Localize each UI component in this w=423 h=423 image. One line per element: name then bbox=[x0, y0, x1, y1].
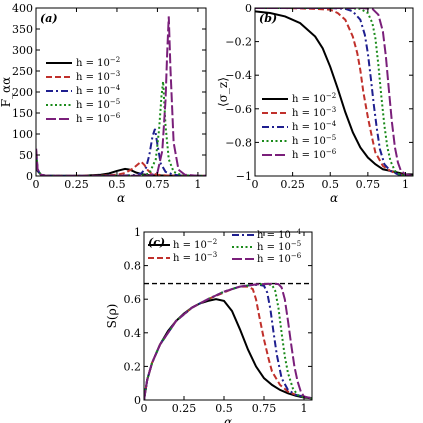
legend-label: h = 10−5 bbox=[257, 240, 301, 253]
legend-label: h = 10−5 bbox=[292, 134, 336, 147]
y-tick-label: 0.8 bbox=[124, 260, 142, 273]
panel-label: (c) bbox=[148, 236, 165, 249]
y-axis-label: S(ρ) bbox=[105, 304, 119, 329]
series-line-h6 bbox=[36, 16, 206, 176]
x-tick-label: 0.5 bbox=[108, 178, 126, 191]
y-tick-label: 0 bbox=[245, 2, 252, 15]
series-line-h4 bbox=[144, 283, 312, 400]
legend-label: h = 10−2 bbox=[173, 238, 217, 251]
series-line-h3 bbox=[36, 154, 206, 176]
legend-label: h = 10−3 bbox=[292, 106, 336, 119]
y-tick-label: 0.2 bbox=[124, 360, 142, 373]
x-tick-label: 1 bbox=[402, 178, 409, 191]
y-tick-label: −0.8 bbox=[225, 136, 252, 149]
legend-label: h = 10−4 bbox=[257, 228, 302, 241]
y-tick-label: 0 bbox=[134, 394, 141, 407]
panel-label: (a) bbox=[40, 12, 58, 25]
y-axis-label: ⟨σ_z⟩ bbox=[216, 77, 230, 107]
x-tick-label: 0.75 bbox=[356, 178, 381, 191]
y-tick-label: 250 bbox=[12, 65, 33, 78]
y-tick-label: 300 bbox=[12, 44, 33, 57]
y-tick-label: −0.2 bbox=[225, 36, 252, 49]
x-axis-label: α bbox=[117, 191, 125, 205]
x-tick-label: 1 bbox=[301, 402, 308, 415]
legend-label: h = 10−6 bbox=[292, 148, 337, 161]
axes-frame bbox=[254, 7, 414, 177]
x-tick-label: 0.75 bbox=[145, 178, 170, 191]
y-tick-label: 0.6 bbox=[124, 293, 142, 306]
legend-label: h = 10−6 bbox=[257, 252, 302, 265]
panel-a: 0 0.25 0.5 0.75 1 0 50 100 150 200 250 300 350 400 α F_… bbox=[0, 2, 207, 205]
y-tick-label: 0 bbox=[26, 170, 33, 183]
x-axis-label: α bbox=[224, 415, 232, 423]
legend-label: h = 10−2 bbox=[76, 56, 120, 69]
y-tick-label: 400 bbox=[12, 2, 33, 15]
x-tick-label: 0.25 bbox=[64, 178, 89, 191]
x-tick-label: 0.5 bbox=[321, 178, 339, 191]
legend-label: h = 10−5 bbox=[76, 98, 120, 111]
legend-label: h = 10−4 bbox=[76, 84, 121, 97]
y-tick-label: −0.4 bbox=[225, 69, 252, 82]
legend-label: h = 10−6 bbox=[76, 112, 121, 125]
x-axis-label: α bbox=[330, 191, 338, 205]
x-tick-label: 0.25 bbox=[280, 178, 305, 191]
x-tick-label: 0 bbox=[33, 178, 40, 191]
x-tick-label: 0 bbox=[252, 178, 259, 191]
legend-label: h = 10−4 bbox=[292, 120, 337, 133]
y-tick-label: 350 bbox=[12, 23, 33, 36]
series-line-h5 bbox=[36, 81, 206, 176]
y-tick-label: 50 bbox=[19, 149, 33, 162]
x-tick-label: 1 bbox=[194, 178, 201, 191]
panel-label: (b) bbox=[259, 12, 277, 25]
panel-c: 0 0.25 0.5 0.75 1 0 0.2 0.4 0.6 0.8 1 α S(ρ) (c) h = 1… bbox=[105, 226, 313, 423]
series-line-h6 bbox=[144, 282, 312, 400]
panel-b: 0 0.25 0.5 0.75 1 −1 −0.8 −0.6 −0.4 −0.2 0 α ⟨σ_z⟩ (b… bbox=[216, 2, 414, 205]
y-tick-label: 1 bbox=[134, 226, 141, 239]
x-tick-label: 0.75 bbox=[252, 402, 277, 415]
series-line-h4 bbox=[36, 128, 206, 176]
legend-label: h = 10−3 bbox=[173, 251, 217, 264]
x-tick-label: 0.5 bbox=[215, 402, 233, 415]
legend-label: h = 10−2 bbox=[292, 92, 336, 105]
y-tick-label: 100 bbox=[12, 128, 33, 141]
y-tick-label: 150 bbox=[12, 107, 33, 120]
series-line-h3 bbox=[144, 285, 312, 400]
y-tick-label: 0.4 bbox=[124, 327, 142, 340]
x-tick-label: 0 bbox=[141, 402, 148, 415]
y-axis-label: F_αα bbox=[0, 77, 13, 108]
y-tick-label: 200 bbox=[12, 86, 33, 99]
x-tick-label: 0.25 bbox=[172, 402, 197, 415]
series-line-h5 bbox=[144, 283, 312, 400]
axes-frame bbox=[143, 231, 313, 401]
y-tick-label: −1 bbox=[236, 170, 252, 183]
y-tick-label: −0.6 bbox=[225, 103, 252, 116]
legend-label: h = 10−3 bbox=[76, 70, 120, 83]
